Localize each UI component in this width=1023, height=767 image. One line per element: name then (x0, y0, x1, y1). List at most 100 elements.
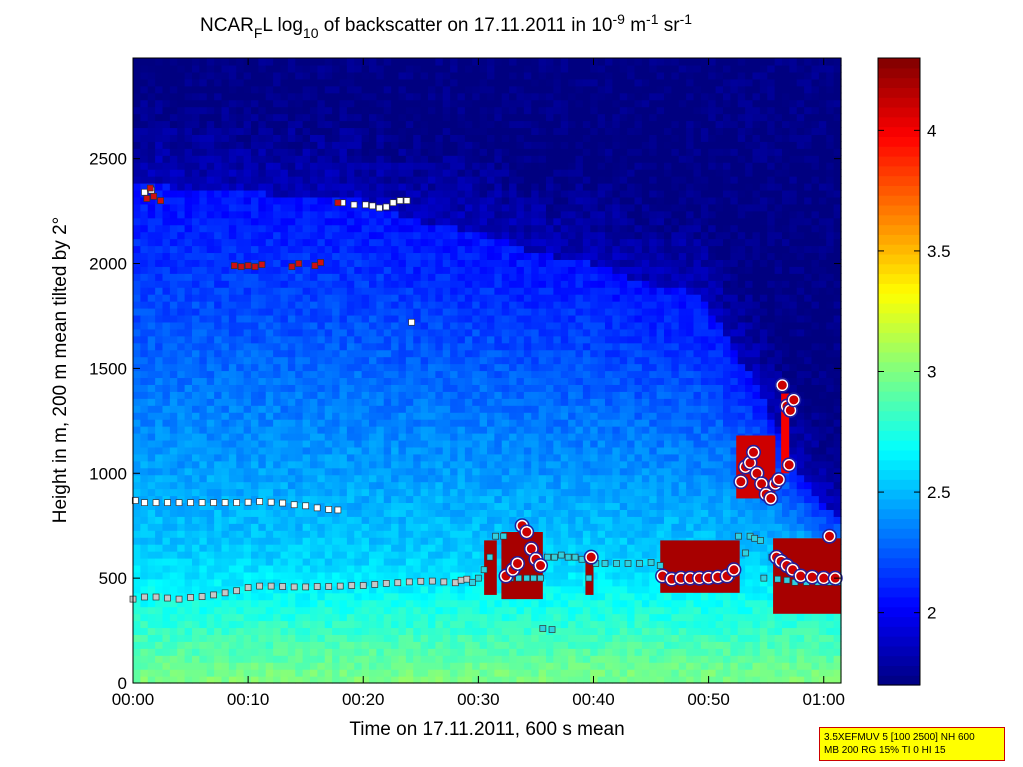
heatmap-cell (428, 620, 436, 629)
heatmap-cell (258, 571, 267, 580)
heatmap-cell (457, 245, 466, 254)
heatmap-cell (228, 328, 237, 337)
heatmap-cell (317, 71, 326, 80)
heatmap-cell (428, 488, 436, 497)
heatmap-cell (361, 523, 370, 531)
heatmap-cell (435, 474, 444, 483)
heatmap-cell (251, 516, 259, 524)
heatmap-cell (398, 592, 407, 601)
heatmap-cell (464, 585, 473, 594)
heatmap-cell (177, 599, 186, 608)
heatmap-cell (258, 662, 267, 670)
heatmap-cell (420, 196, 429, 205)
heatmap-cell (302, 592, 311, 601)
heatmap-cell (398, 120, 407, 129)
heatmap-cell (280, 474, 289, 483)
heatmap-cell (531, 370, 540, 379)
heatmap-cell (383, 523, 392, 531)
heatmap-cell (413, 273, 422, 281)
heatmap-cell (383, 99, 392, 108)
heatmap-cell (302, 335, 311, 344)
heatmap-cell (251, 502, 259, 510)
heatmap-cell (457, 92, 466, 101)
heatmap-cell (192, 356, 200, 365)
heatmap-cell (280, 592, 289, 601)
heatmap-cell (273, 238, 282, 247)
heatmap-cell (391, 377, 400, 385)
heatmap-cell (206, 308, 215, 316)
heatmap-cell (501, 474, 510, 483)
heatmap-cell (287, 141, 296, 149)
heatmap-cell (155, 92, 164, 101)
heatmap-cell (354, 537, 363, 545)
heatmap-cell (273, 314, 282, 323)
heatmap-cell (442, 106, 451, 115)
heatmap-cell (192, 189, 200, 198)
heatmap-cell (450, 127, 459, 135)
heatmap-cell (479, 627, 488, 635)
heatmap-cell (391, 495, 400, 504)
heatmap-cell (450, 92, 459, 101)
heatmap-cell (206, 627, 215, 635)
heatmap-cell (361, 162, 370, 170)
heatmap-cell (221, 71, 230, 80)
heatmap-cell (487, 342, 495, 351)
heatmap-cell (280, 551, 289, 559)
heatmap-cell (206, 231, 215, 240)
heatmap-cell (494, 99, 503, 108)
heatmap-cell (147, 474, 156, 483)
heatmap-cell (155, 523, 164, 531)
heatmap-cell (420, 676, 429, 684)
heatmap-cell (206, 183, 215, 191)
heatmap-cell (199, 488, 208, 497)
heatmap-cell (531, 419, 540, 427)
heatmap-cell (228, 453, 237, 462)
heatmap-cell (236, 377, 245, 385)
heatmap-cell (464, 648, 473, 656)
heatmap-cell (140, 439, 149, 448)
heatmap-cell (354, 335, 363, 344)
heatmap-cell (258, 578, 267, 587)
heatmap-cell (487, 280, 495, 288)
heatmap-cell (457, 634, 466, 642)
heatmap-cell (538, 391, 547, 399)
heatmap-cell (221, 169, 230, 177)
heatmap-cell (310, 398, 318, 406)
heatmap-cell (413, 641, 422, 649)
heatmap-cell (472, 606, 481, 615)
heatmap-cell (339, 266, 348, 274)
heatmap-cell (147, 530, 156, 538)
heatmap-cell (295, 134, 304, 142)
heatmap-cell (162, 342, 171, 351)
heatmap-cell (214, 453, 223, 462)
heatmap-cell (339, 321, 348, 330)
heatmap-cell (155, 113, 164, 122)
heatmap-cell (155, 308, 164, 316)
heatmap-cell (251, 127, 259, 135)
heatmap-cell (155, 537, 164, 545)
heatmap-cell (287, 224, 296, 233)
heatmap-cell (354, 405, 363, 413)
heatmap-cell (339, 231, 348, 240)
heatmap-cell (214, 481, 223, 490)
heatmap-cell (258, 58, 267, 66)
heatmap-cell (177, 669, 186, 677)
heatmap-cell (228, 377, 237, 385)
heatmap-cell (413, 530, 422, 538)
heatmap-cell (302, 377, 311, 385)
heatmap-cell (442, 363, 451, 372)
heatmap-cell (472, 64, 481, 73)
heatmap-cell (332, 634, 341, 642)
heatmap-cell (295, 287, 304, 295)
heatmap-cell (280, 252, 289, 260)
heatmap-cell (258, 127, 267, 135)
heatmap-cell (479, 280, 488, 288)
heatmap-cell (214, 669, 223, 677)
heatmap-cell (413, 196, 422, 205)
heatmap-cell (472, 627, 481, 635)
heatmap-cell (450, 606, 459, 615)
heatmap-cell (155, 453, 164, 462)
heatmap-cell (472, 78, 481, 87)
heatmap-cell (332, 488, 341, 497)
heatmap-cell (169, 495, 178, 504)
